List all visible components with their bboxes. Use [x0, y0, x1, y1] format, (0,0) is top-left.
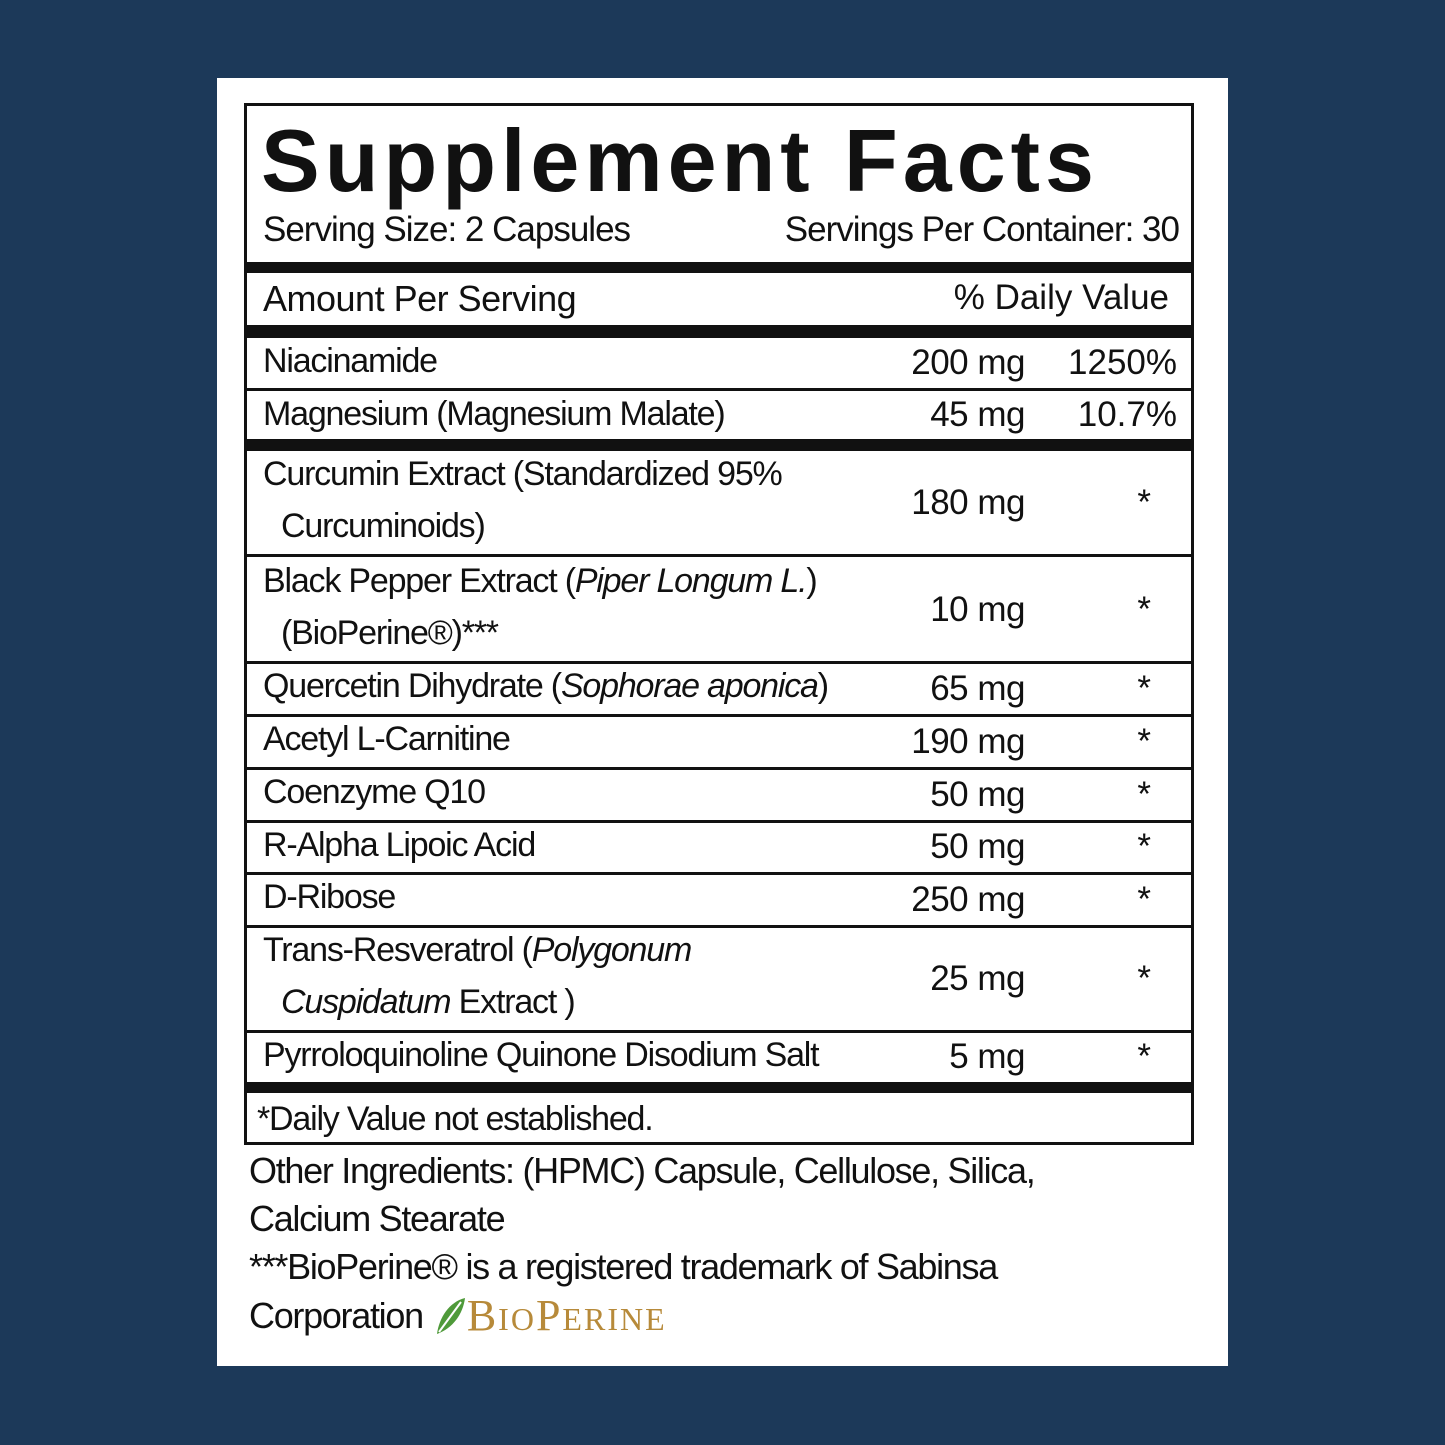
- ingredient-daily-value: *: [1137, 482, 1151, 522]
- ingredient-amount: 45 mg: [930, 395, 1025, 434]
- divider: [247, 661, 1191, 664]
- ingredient-row: Quercetin Dihydrate (Sophorae aponica) 65…: [247, 663, 1191, 714]
- ingredient-row: Curcumin Extract (Standardized 95% Curcum…: [247, 451, 1191, 554]
- ingredient-row: D-Ribose 250 mg *: [247, 874, 1191, 925]
- serving-size: Serving Size: 2 Capsules: [263, 210, 631, 249]
- ingredient-amount: 50 mg: [930, 827, 1025, 866]
- amount-per-serving: Amount Per Serving: [263, 278, 577, 319]
- ingredient-row: R-Alpha Lipoic Acid 50 mg *: [247, 822, 1191, 872]
- divider: [247, 1082, 1191, 1093]
- footnote-row: *Daily Value not established.: [247, 1093, 1191, 1143]
- divider: [247, 872, 1191, 875]
- ingredient-amount: 25 mg: [930, 958, 1025, 998]
- supplement-facts-label: Supplement Facts Serving Size: 2 Capsule…: [244, 103, 1194, 1145]
- header-row: Amount Per Serving % Daily Value: [247, 273, 1191, 325]
- label-panel: [217, 78, 1228, 1366]
- ingredient-daily-value: *: [1137, 721, 1151, 761]
- other-ingredients: Other Ingredients: (HPMC) Capsule, Cellu…: [249, 1150, 1036, 1191]
- daily-value-header: % Daily Value: [953, 278, 1169, 317]
- divider: [247, 925, 1191, 928]
- ingredient-name: R-Alpha Lipoic Acid: [263, 826, 536, 864]
- ingredient-row: Niacinamide 200 mg 1250%: [247, 338, 1191, 388]
- divider: [247, 820, 1191, 823]
- divider: [247, 325, 1191, 338]
- ingredient-daily-value: *: [1137, 827, 1151, 866]
- ingredient-amount: 50 mg: [930, 774, 1025, 814]
- ingredient-name: D-Ribose: [263, 878, 396, 916]
- divider: [247, 767, 1191, 770]
- divider: [247, 1030, 1191, 1033]
- ingredient-amount: 65 mg: [930, 668, 1025, 708]
- corporation-text: Corporation: [249, 1294, 424, 1336]
- ingredient-amount: 250 mg: [911, 879, 1025, 919]
- ingredient-name: Quercetin Dihydrate (Sophorae aponica): [263, 667, 829, 705]
- ingredient-name: Coenzyme Q10: [263, 773, 486, 811]
- ingredient-amount: 200 mg: [911, 343, 1025, 382]
- ingredient-amount: 5 mg: [949, 1037, 1025, 1076]
- ingredient-daily-value: *: [1137, 668, 1151, 708]
- bioperine-logo: BIOPERINE: [433, 1290, 667, 1341]
- ingredient-name: Curcumin Extract (Standardized 95% Curcum…: [263, 455, 783, 545]
- ingredient-row: Acetyl L-Carnitine 190 mg *: [247, 716, 1191, 767]
- ingredient-row: Trans-Resveratrol (Polygonum Cuspidatum E…: [247, 927, 1191, 1030]
- divider: [247, 262, 1191, 273]
- other-ingredients-cont: Calcium Stearate: [249, 1198, 506, 1239]
- ingredient-daily-value: *: [1137, 879, 1151, 919]
- ingredient-amount: 190 mg: [911, 721, 1025, 761]
- ingredient-name: Pyrroloquinoline Quinone Disodium Salt: [263, 1036, 820, 1074]
- footnote: *Daily Value not established.: [257, 1100, 654, 1138]
- ingredient-name: Acetyl L-Carnitine: [263, 720, 511, 758]
- divider: [247, 388, 1191, 391]
- title: Supplement Facts: [261, 111, 1099, 210]
- ingredient-row: Pyrroloquinoline Quinone Disodium Salt 5 …: [247, 1032, 1191, 1082]
- ingredient-name: Trans-Resveratrol (Polygonum Cuspidatum E…: [263, 931, 692, 1021]
- ingredient-daily-value: 10.7%: [1077, 395, 1177, 434]
- ingredient-daily-value: 1250%: [1068, 343, 1177, 382]
- ingredient-daily-value: *: [1137, 958, 1151, 998]
- divider: [247, 554, 1191, 557]
- trademark-note: ***BioPerine® is a registered trademark …: [249, 1246, 998, 1287]
- ingredient-name: Niacinamide: [263, 342, 438, 380]
- ingredient-name: Black Pepper Extract (Piper Longum L.) (B…: [263, 562, 818, 652]
- ingredient-amount: 180 mg: [911, 482, 1025, 522]
- divider: [247, 439, 1191, 451]
- ingredient-daily-value: *: [1137, 774, 1151, 814]
- ingredient-name: Magnesium (Magnesium Malate): [263, 395, 726, 433]
- ingredient-row: Black Pepper Extract (Piper Longum L.) (B…: [247, 558, 1191, 661]
- divider: [247, 714, 1191, 717]
- trademark-note-cont: Corporation BIOPERINE: [249, 1290, 667, 1341]
- leaf-icon: [436, 1297, 465, 1334]
- ingredient-daily-value: *: [1137, 589, 1151, 629]
- ingredient-daily-value: *: [1137, 1037, 1151, 1076]
- ingredient-row: Magnesium (Magnesium Malate) 45 mg 10.7%: [247, 391, 1191, 439]
- ingredient-amount: 10 mg: [930, 589, 1025, 629]
- servings-per-container: Servings Per Container: 30: [784, 210, 1180, 249]
- ingredient-row: Coenzyme Q10 50 mg *: [247, 769, 1191, 820]
